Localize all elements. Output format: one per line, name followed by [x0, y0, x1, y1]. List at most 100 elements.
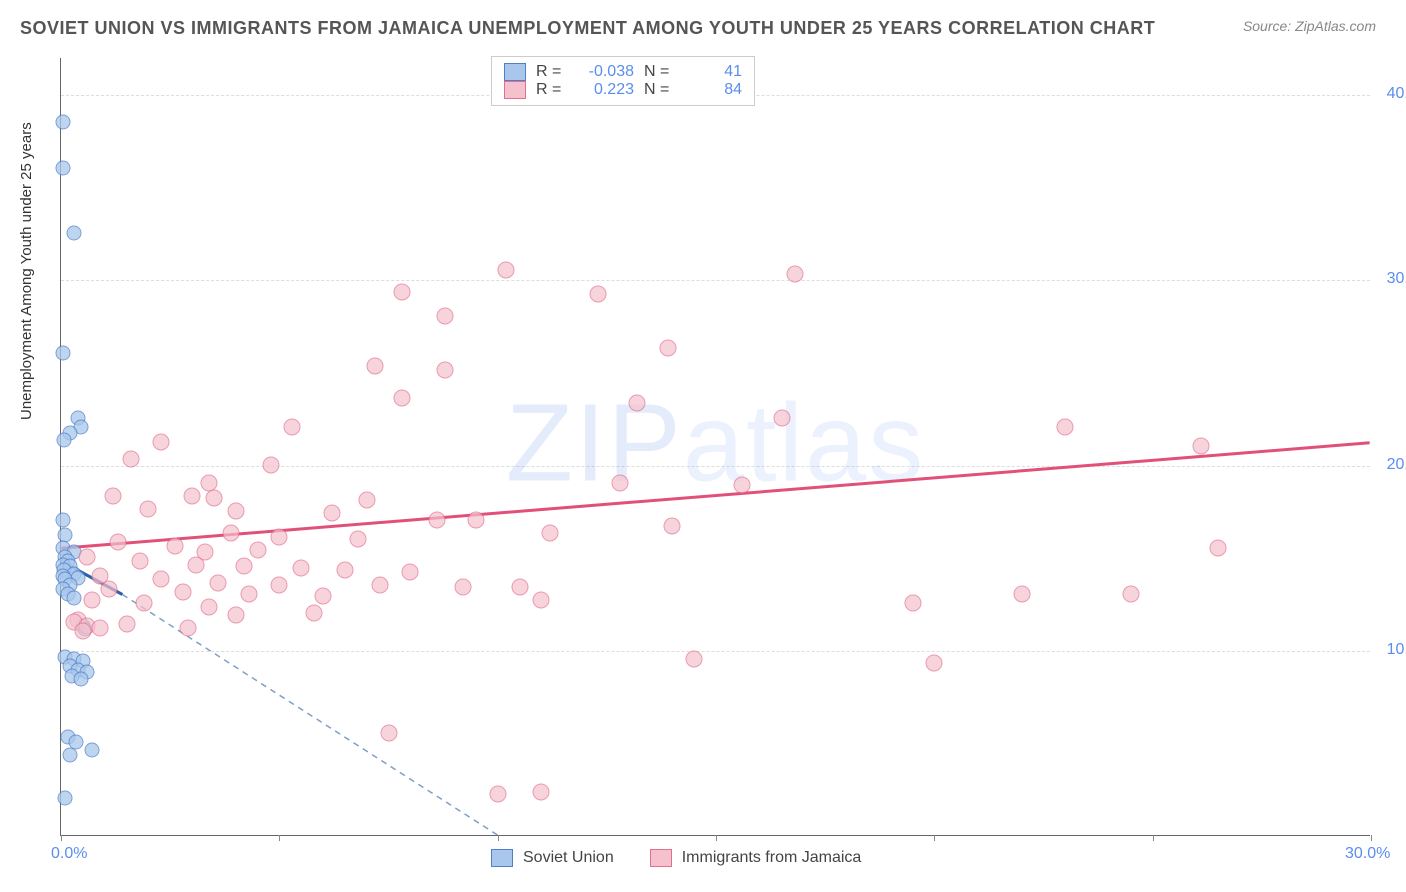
data-point — [284, 419, 301, 436]
data-point — [511, 578, 528, 595]
n-label: N = — [644, 63, 672, 81]
n-value: 41 — [682, 63, 742, 81]
x-tick — [279, 835, 280, 841]
stats-legend: R = -0.038 N = 41 R = 0.223 N = 84 — [491, 56, 755, 106]
data-point — [611, 475, 628, 492]
data-point — [542, 525, 559, 542]
data-point — [498, 262, 515, 279]
data-point — [73, 672, 88, 687]
data-point — [271, 528, 288, 545]
data-point — [74, 623, 91, 640]
y-tick-label: 20.0% — [1387, 456, 1406, 474]
y-axis-label: Unemployment Among Youth under 25 years — [18, 122, 35, 420]
trend-lines — [61, 58, 1370, 835]
series-swatch — [491, 849, 513, 867]
data-point — [367, 358, 384, 375]
x-tick — [716, 835, 717, 841]
x-tick — [498, 835, 499, 841]
data-point — [184, 488, 201, 505]
data-point — [533, 784, 550, 801]
data-point — [904, 595, 921, 612]
data-point — [734, 476, 751, 493]
data-point — [629, 395, 646, 412]
data-point — [67, 225, 82, 240]
series-name: Immigrants from Jamaica — [682, 849, 862, 866]
data-point — [1057, 419, 1074, 436]
data-point — [686, 651, 703, 668]
data-point — [223, 525, 240, 542]
data-point — [358, 491, 375, 508]
data-point — [489, 786, 506, 803]
data-point — [249, 541, 266, 558]
data-point — [118, 615, 135, 632]
series-swatch — [504, 81, 526, 99]
data-point — [56, 161, 71, 176]
data-point — [58, 790, 73, 805]
x-tick — [1153, 835, 1154, 841]
data-point — [101, 580, 118, 597]
data-point — [664, 517, 681, 534]
n-label: N = — [644, 81, 672, 99]
data-point — [83, 591, 100, 608]
data-point — [1210, 539, 1227, 556]
data-point — [926, 654, 943, 671]
data-point — [393, 389, 410, 406]
legend-item: Soviet Union — [491, 849, 614, 867]
watermark-bold: ZIP — [506, 381, 683, 504]
data-point — [227, 606, 244, 623]
n-value: 84 — [682, 81, 742, 99]
data-point — [323, 504, 340, 521]
source-label: Source: ZipAtlas.com — [1243, 18, 1376, 34]
data-point — [109, 534, 126, 551]
data-point — [428, 512, 445, 529]
data-point — [437, 362, 454, 379]
data-point — [371, 576, 388, 593]
series-swatch — [650, 849, 672, 867]
data-point — [179, 619, 196, 636]
data-point — [84, 742, 99, 757]
data-point — [210, 575, 227, 592]
data-point — [57, 433, 72, 448]
data-point — [306, 604, 323, 621]
data-point — [380, 725, 397, 742]
data-point — [1013, 586, 1030, 603]
data-point — [122, 450, 139, 467]
data-point — [240, 586, 257, 603]
data-point — [1122, 586, 1139, 603]
series-swatch — [504, 63, 526, 81]
data-point — [131, 552, 148, 569]
data-point — [188, 556, 205, 573]
data-point — [393, 284, 410, 301]
data-point — [236, 558, 253, 575]
stats-row: R = 0.223 N = 84 — [504, 81, 742, 99]
data-point — [773, 410, 790, 427]
data-point — [56, 346, 71, 361]
x-tick-label: 0.0% — [51, 845, 87, 863]
r-value: 0.223 — [574, 81, 634, 99]
y-tick-label: 40.0% — [1387, 85, 1406, 103]
y-tick-label: 10.0% — [1387, 641, 1406, 659]
series-legend: Soviet Union Immigrants from Jamaica — [491, 849, 861, 867]
data-point — [62, 748, 77, 763]
watermark-light: atlas — [683, 381, 925, 504]
data-point — [271, 576, 288, 593]
data-point — [533, 591, 550, 608]
data-point — [786, 265, 803, 282]
data-point — [153, 571, 170, 588]
data-point — [56, 114, 71, 129]
data-point — [56, 513, 71, 528]
x-tick — [61, 835, 62, 841]
stats-row: R = -0.038 N = 41 — [504, 63, 742, 81]
data-point — [590, 286, 607, 303]
gridline — [61, 651, 1370, 652]
data-point — [201, 599, 218, 616]
data-point — [262, 456, 279, 473]
r-label: R = — [536, 81, 564, 99]
data-point — [166, 538, 183, 555]
x-tick — [1371, 835, 1372, 841]
data-point — [227, 502, 244, 519]
data-point — [402, 563, 419, 580]
data-point — [67, 590, 82, 605]
data-point — [153, 434, 170, 451]
r-value: -0.038 — [574, 63, 634, 81]
